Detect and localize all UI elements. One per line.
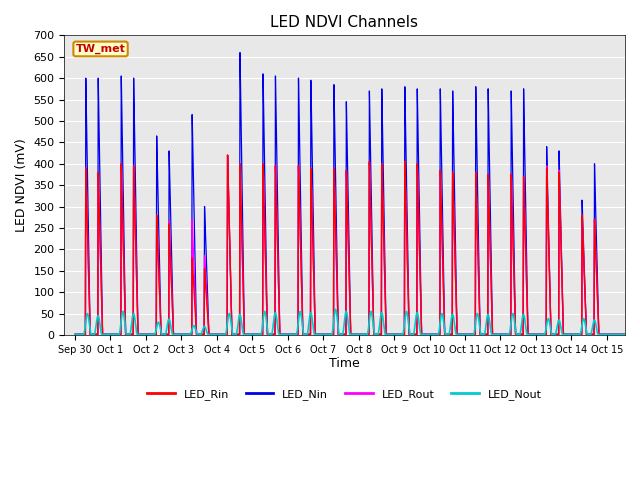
Legend: LED_Rin, LED_Nin, LED_Rout, LED_Nout: LED_Rin, LED_Nin, LED_Rout, LED_Nout: [143, 384, 547, 404]
Title: LED NDVI Channels: LED NDVI Channels: [271, 15, 419, 30]
Text: TW_met: TW_met: [76, 44, 125, 54]
Y-axis label: LED NDVI (mV): LED NDVI (mV): [15, 138, 28, 232]
X-axis label: Time: Time: [329, 358, 360, 371]
